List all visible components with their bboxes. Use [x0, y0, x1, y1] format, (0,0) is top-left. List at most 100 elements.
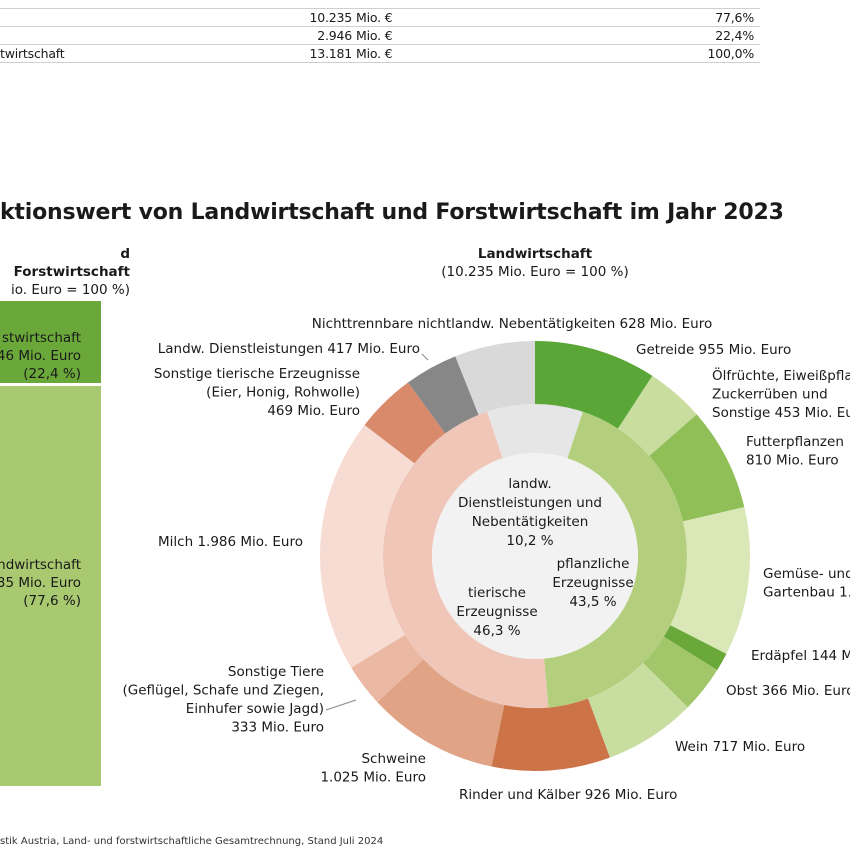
inner-slice-dienstleistungen [487, 403, 583, 459]
outer-slice-6 [588, 663, 688, 758]
label-line: Nichttrennbare nichtlandw. Nebentätigkei… [312, 316, 712, 332]
source-note: stik Austria, Land- und forstwirtschaftl… [0, 836, 384, 847]
label-line: tierische [468, 585, 526, 601]
label-line: Gemüse- und [763, 566, 850, 582]
outer-slice-9 [351, 634, 424, 703]
leader-line-1 [325, 699, 357, 711]
label-line: (Geflügel, Schafe und Ziegen, [123, 683, 324, 699]
outer-slice-2 [649, 414, 745, 522]
bar-label-landwirtschaft: andwirtschaft 235 Mio. Euro (77,6 %) [0, 556, 81, 610]
row-label: twirtschaft [0, 46, 65, 61]
label-line: 333 Mio. Euro [231, 720, 324, 736]
outer-slice-label-8: Schweine 1.025 Mio. Euro [320, 751, 426, 786]
outer-slice-13 [455, 341, 535, 415]
outer-slice-label-4: Erdäpfel 144 Mio. Euro [751, 648, 850, 664]
outer-slice-label-3: Gemüse- und Gartenbau 1.161 Mio. Euro [763, 566, 850, 601]
label-line: Landw. Dienstleistungen 417 Mio. Euro [158, 341, 420, 357]
label-line: landw. [508, 476, 551, 492]
row-value: 13.181 [309, 46, 352, 61]
bar-label-line: andwirtschaft [0, 557, 81, 573]
label-line: Getreide 955 Mio. Euro [636, 342, 791, 358]
outer-slice-3 [670, 507, 750, 654]
label-line: Zuckerrüben und [712, 387, 828, 403]
row-unit: Mio. € [356, 10, 393, 25]
outer-slice-label-12: Landw. Dienstleistungen 417 Mio. Euro [158, 341, 420, 357]
label-line: Nebentätigkeiten [472, 514, 589, 530]
stack-heading-total: io. Euro = 100 %) [10, 282, 130, 298]
label-line: Gartenbau 1.161 Mio. Euro [763, 585, 850, 601]
inner-label-1: pflanzliche Erzeugnisse 43,5 % [552, 556, 633, 610]
outer-slice-label-0: Getreide 955 Mio. Euro [636, 342, 791, 358]
label-line: 810 Mio. Euro [746, 453, 839, 469]
stack-heading: d Forstwirtschaft io. Euro = 100 %) [0, 245, 130, 299]
bar-label-line: (77,6 %) [23, 593, 81, 609]
label-line: 10,2 % [506, 533, 553, 549]
outer-slice-label-5: Obst 366 Mio. Euro [726, 683, 850, 699]
row-value: 2.946 [317, 28, 352, 43]
outer-slice-label-7: Rinder und Kälber 926 Mio. Euro [459, 787, 677, 803]
bar-label-line: 46 Mio. Euro [0, 348, 81, 364]
label-line: Milch 1.986 Mio. Euro [158, 534, 303, 550]
row-value: 10.235 [309, 10, 352, 25]
row-percent: 100,0% [707, 46, 755, 61]
table-row: 2.946 Mio. € 22,4% [0, 26, 760, 44]
label-line: (Eier, Honig, Rohwolle) [206, 385, 360, 401]
chart-title: ktionswert von Landwirtschaft und Forstw… [0, 200, 784, 225]
label-line: pflanzliche [557, 556, 630, 572]
outer-slice-label-6: Wein 717 Mio. Euro [675, 739, 805, 755]
label-line: Einhufer sowie Jagd) [186, 701, 324, 717]
label-line: Sonstige 453 Mio. Euro [712, 405, 850, 421]
outer-slice-11 [364, 382, 446, 464]
inner-slice-tierisch [382, 411, 549, 708]
bar-label-line: 235 Mio. Euro [0, 575, 81, 591]
bar-label-line: stwirtschaft [1, 330, 81, 346]
leader-line-0 [421, 353, 429, 361]
label-line: 469 Mio. Euro [267, 403, 360, 419]
label-line: Dienstleistungen und [458, 495, 602, 511]
outer-slice-label-1: Ölfrüchte, Eiweißpflanzen, Zuckerrüben un… [712, 366, 850, 421]
outer-slice-10 [320, 424, 415, 668]
row-percent: 22,4% [715, 28, 754, 43]
row-unit: Mio. € [356, 28, 393, 43]
label-line: Rinder und Kälber 926 Mio. Euro [459, 787, 677, 803]
outer-slice-0 [535, 341, 653, 429]
label-line: 43,5 % [569, 594, 616, 610]
inner-label-0: landw. Dienstleistungen und Nebentätigkeit… [458, 476, 602, 549]
donut-heading: Landwirtschaft (10.235 Mio. Euro = 100 %… [400, 245, 670, 281]
stack-heading-title: d Forstwirtschaft [13, 246, 130, 280]
label-line: Futterpflanzen [746, 434, 844, 450]
summary-table: 10.235 Mio. € 77,6% 2.946 Mio. € 22,4% t… [0, 8, 760, 63]
outer-slice-label-2: Futterpflanzen 810 Mio. Euro [746, 434, 844, 469]
label-line: 1.025 Mio. Euro [320, 770, 426, 786]
outer-slice-7 [491, 698, 610, 771]
outer-slice-label-10: Milch 1.986 Mio. Euro [158, 534, 303, 550]
table-row: 10.235 Mio. € 77,6% [0, 8, 760, 26]
row-unit: Mio. € [356, 46, 393, 61]
donut-center [432, 453, 638, 659]
bar-label-line: (22,4 %) [23, 366, 81, 382]
donut-heading-total: (10.235 Mio. Euro = 100 %) [441, 264, 629, 280]
table-row: twirtschaft 13.181 Mio. € 100,0% [0, 44, 760, 63]
label-line: 46,3 % [473, 623, 520, 639]
label-line: Schweine [361, 751, 426, 767]
label-line: Sonstige tierische Erzeugnisse [154, 366, 360, 382]
bar-label-forstwirtschaft: stwirtschaft 46 Mio. Euro (22,4 %) [0, 329, 81, 383]
outer-slice-4 [663, 625, 727, 671]
label-line: Obst 366 Mio. Euro [726, 683, 850, 699]
outer-slice-1 [617, 375, 697, 456]
row-percent: 77,6% [715, 10, 754, 25]
outer-slice-label-9: Sonstige Tiere (Geflügel, Schafe und Zieg… [123, 664, 324, 736]
label-line: Wein 717 Mio. Euro [675, 739, 805, 755]
bar-segment-forstwirtschaft: stwirtschaft 46 Mio. Euro (22,4 %) [0, 301, 101, 383]
outer-slice-5 [642, 636, 718, 708]
donut-heading-title: Landwirtschaft [477, 246, 593, 262]
inner-label-2: tierische Erzeugnisse 46,3 % [456, 585, 537, 639]
label-line: Sonstige Tiere [228, 664, 324, 680]
outer-slice-12 [407, 356, 479, 434]
outer-slice-label-13: Nichttrennbare nichtlandw. Nebentätigkei… [312, 316, 712, 332]
inner-slice-pflanzlich [544, 411, 687, 708]
outer-slice-label-11: Sonstige tierische Erzeugnisse (Eier, Hon… [154, 366, 360, 419]
bar-segment-landwirtschaft: andwirtschaft 235 Mio. Euro (77,6 %) [0, 386, 101, 786]
outer-slice-8 [377, 659, 505, 767]
